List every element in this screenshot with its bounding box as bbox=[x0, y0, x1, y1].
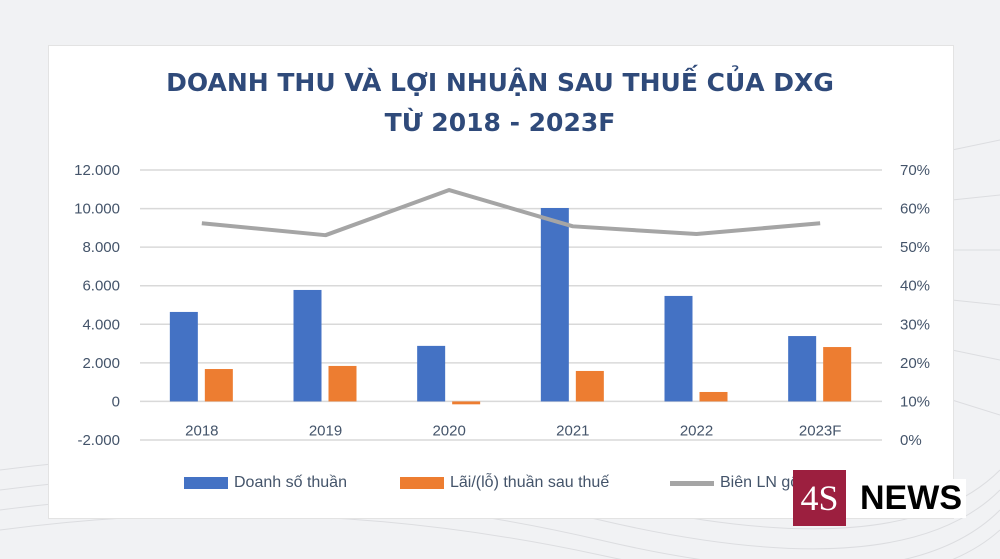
y-left-tick-label: 8.000 bbox=[82, 239, 120, 256]
y-right-tick-label: 50% bbox=[900, 239, 930, 256]
y-left-tick-label: 4.000 bbox=[82, 316, 120, 333]
chart-title: DOANH THU VÀ LỢI NHUẬN SAU THUẾ CỦA DXG bbox=[166, 68, 834, 97]
y-right-tick-label: 30% bbox=[900, 316, 930, 333]
legend-label: Doanh số thuần bbox=[234, 474, 347, 491]
logo-text: NEWS bbox=[856, 478, 966, 518]
y-left-tick-label: 2.000 bbox=[82, 355, 120, 372]
bar-revenue bbox=[293, 289, 322, 402]
legend-item-revenue: Doanh số thuần bbox=[184, 474, 347, 492]
bar-profit bbox=[328, 365, 357, 402]
legend-swatch bbox=[670, 480, 714, 486]
bar-profit bbox=[452, 401, 481, 405]
bar-profit bbox=[575, 370, 604, 402]
chart-subtitle: TỪ 2018 - 2023F bbox=[384, 108, 616, 137]
4s-news-logo: 4S NEWS bbox=[793, 470, 966, 526]
y-right-tick-label: 20% bbox=[900, 355, 930, 372]
x-tick-label: 2018 bbox=[185, 422, 218, 439]
bar-profit bbox=[204, 369, 233, 402]
legend-item-profit: Lãi/(lỗ) thuần sau thuế bbox=[400, 474, 609, 492]
x-tick-label: 2022 bbox=[680, 422, 713, 439]
bar-profit bbox=[699, 391, 728, 402]
y-left-tick-label: 0 bbox=[112, 393, 120, 410]
y-right-tick-label: 0% bbox=[900, 432, 922, 449]
y-left-tick-label: 10.000 bbox=[74, 201, 120, 218]
bar-revenue bbox=[169, 311, 198, 402]
legend-label: Lãi/(lỗ) thuần sau thuế bbox=[450, 474, 610, 491]
legend-label: Biên LN gộp bbox=[720, 474, 809, 491]
x-tick-label: 2023F bbox=[799, 422, 842, 439]
legend-item-margin: Biên LN gộp bbox=[670, 474, 808, 492]
x-tick-label: 2021 bbox=[556, 422, 589, 439]
legend-swatch bbox=[400, 477, 444, 489]
x-tick-label: 2019 bbox=[309, 422, 342, 439]
y-right-tick-label: 10% bbox=[900, 393, 930, 410]
line-margin bbox=[201, 188, 821, 238]
y-left-tick-label: -2.000 bbox=[77, 432, 120, 449]
y-left-tick-label: 6.000 bbox=[82, 278, 120, 295]
y-left-tick-label: 12.000 bbox=[74, 162, 120, 179]
bar-revenue bbox=[540, 207, 569, 402]
legend-swatch bbox=[184, 477, 228, 489]
y-right-tick-label: 60% bbox=[900, 201, 930, 218]
bar-revenue bbox=[664, 295, 693, 402]
bar-profit bbox=[823, 347, 852, 402]
y-right-tick-label: 70% bbox=[900, 162, 930, 179]
bar-revenue bbox=[417, 345, 446, 402]
x-tick-label: 2020 bbox=[432, 422, 465, 439]
logo-mark: 4S bbox=[793, 470, 846, 526]
bar-revenue bbox=[788, 336, 817, 402]
y-right-tick-label: 40% bbox=[900, 278, 930, 295]
